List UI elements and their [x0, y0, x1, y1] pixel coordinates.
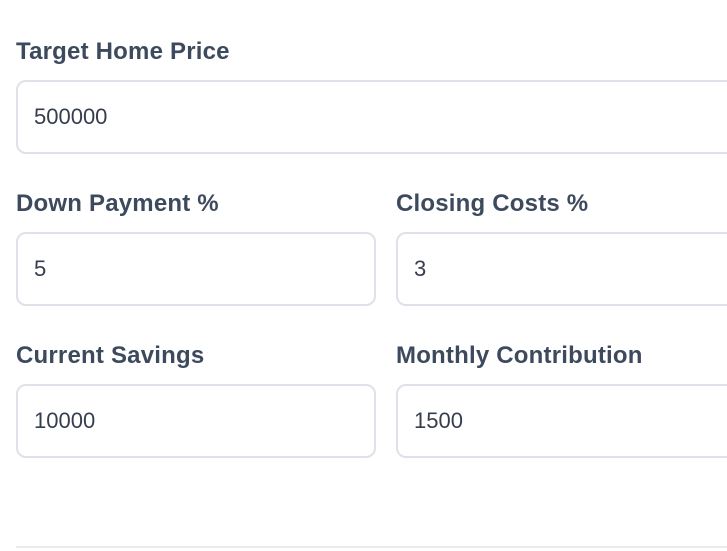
section-divider: [16, 546, 727, 548]
field-down-payment-pct: Down Payment %: [16, 190, 376, 306]
field-current-savings: Current Savings: [16, 342, 376, 458]
monthly-contribution-label: Monthly Contribution: [396, 342, 643, 369]
closing-costs-pct-label: Closing Costs %: [396, 190, 589, 217]
target-home-price-input[interactable]: [16, 80, 727, 154]
field-row-savings: Current Savings Monthly Contribution: [16, 342, 727, 458]
current-savings-label: Current Savings: [16, 342, 205, 369]
field-row-percentages: Down Payment % Closing Costs %: [16, 190, 727, 306]
down-payment-pct-input[interactable]: [16, 232, 376, 306]
down-payment-pct-label: Down Payment %: [16, 190, 219, 217]
field-monthly-contribution: Monthly Contribution: [396, 342, 727, 458]
current-savings-input[interactable]: [16, 384, 376, 458]
field-target-home-price: Target Home Price: [16, 38, 727, 154]
closing-costs-pct-input[interactable]: [396, 232, 727, 306]
monthly-contribution-input[interactable]: [396, 384, 727, 458]
field-closing-costs-pct: Closing Costs %: [396, 190, 727, 306]
target-home-price-label: Target Home Price: [16, 38, 230, 65]
